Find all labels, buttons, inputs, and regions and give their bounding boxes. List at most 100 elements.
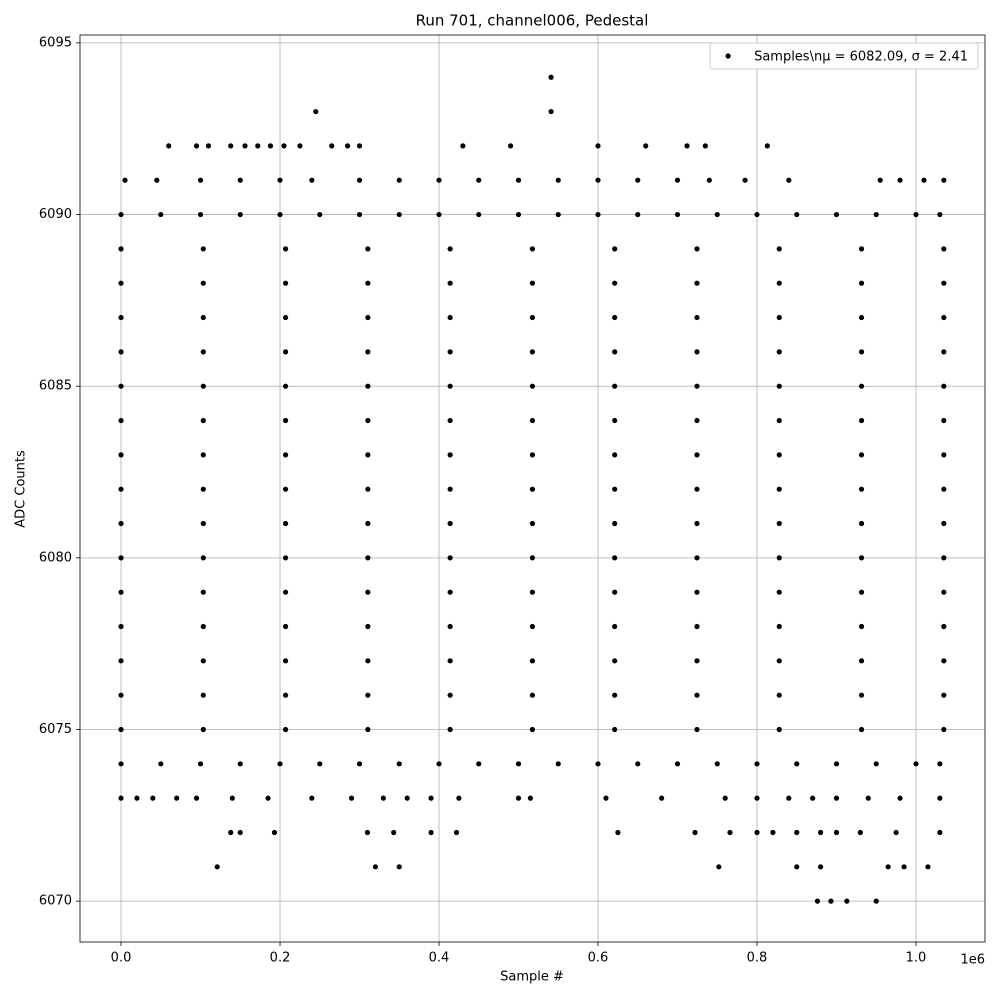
point: [776, 383, 782, 389]
point: [348, 795, 355, 801]
point: [913, 211, 919, 218]
point: [941, 692, 947, 698]
point: [714, 211, 720, 218]
point: [786, 795, 792, 801]
point: [612, 452, 618, 458]
point: [282, 314, 289, 321]
point: [941, 589, 947, 595]
point: [612, 314, 618, 321]
point: [694, 555, 700, 561]
point: [754, 829, 760, 836]
point: [941, 520, 947, 527]
point: [154, 177, 160, 183]
point: [941, 486, 947, 492]
point: [612, 555, 618, 561]
point: [694, 623, 700, 630]
point: [794, 829, 800, 836]
point: [776, 589, 782, 595]
point: [612, 658, 618, 664]
point: [428, 829, 434, 836]
point: [529, 726, 536, 733]
point: [858, 555, 865, 561]
point: [118, 383, 124, 389]
point: [476, 761, 482, 767]
point: [267, 143, 274, 149]
point: [873, 898, 879, 904]
point: [118, 314, 124, 321]
point: [754, 211, 760, 218]
point: [776, 314, 782, 321]
y-tick-label: 6075: [39, 722, 72, 737]
point: [317, 211, 323, 218]
point: [555, 761, 561, 767]
point: [858, 623, 865, 630]
point: [694, 452, 700, 458]
point: [844, 898, 850, 904]
point: [447, 383, 453, 389]
point: [865, 795, 871, 801]
point: [197, 177, 204, 183]
point: [197, 761, 204, 767]
point: [858, 486, 865, 492]
point: [118, 246, 124, 252]
point: [873, 761, 879, 767]
point: [529, 383, 536, 389]
point: [193, 143, 200, 149]
point: [205, 143, 212, 149]
point: [365, 692, 371, 698]
point: [659, 795, 665, 801]
point: [612, 280, 618, 286]
point: [447, 589, 453, 595]
point: [122, 177, 128, 183]
point: [529, 314, 536, 321]
point: [515, 211, 522, 218]
point: [391, 829, 397, 836]
point: [913, 761, 919, 767]
point: [237, 177, 243, 183]
point: [776, 417, 782, 424]
point: [694, 658, 700, 664]
point: [200, 658, 206, 664]
point: [901, 864, 907, 870]
point: [776, 520, 782, 527]
point: [810, 795, 816, 801]
point: [436, 761, 442, 767]
point: [643, 143, 649, 149]
point: [456, 795, 462, 801]
point: [692, 829, 698, 836]
point: [282, 486, 289, 492]
point: [776, 486, 782, 492]
point: [694, 246, 700, 252]
point: [714, 761, 720, 767]
point: [941, 314, 947, 321]
point: [776, 555, 782, 561]
point: [937, 211, 943, 218]
point: [776, 658, 782, 664]
point: [794, 761, 800, 767]
point: [356, 177, 363, 183]
point: [396, 864, 402, 870]
point: [941, 555, 947, 561]
point: [344, 143, 351, 149]
point: [776, 692, 782, 698]
point: [356, 211, 363, 218]
point: [404, 795, 410, 801]
point: [529, 623, 536, 630]
point: [722, 795, 728, 801]
point: [277, 761, 283, 767]
point: [193, 795, 200, 801]
x-tick-label: 0.8: [747, 951, 768, 966]
point: [595, 211, 601, 218]
point: [281, 143, 287, 149]
point: [200, 555, 206, 561]
y-tick-label: 6085: [39, 379, 72, 394]
point: [365, 383, 371, 389]
point: [255, 143, 261, 149]
point: [282, 555, 289, 561]
point: [937, 829, 943, 836]
point: [242, 143, 248, 149]
point: [941, 246, 947, 252]
point: [200, 486, 206, 492]
legend-label: Samples\nμ = 6082.09, σ = 2.41: [754, 50, 968, 65]
